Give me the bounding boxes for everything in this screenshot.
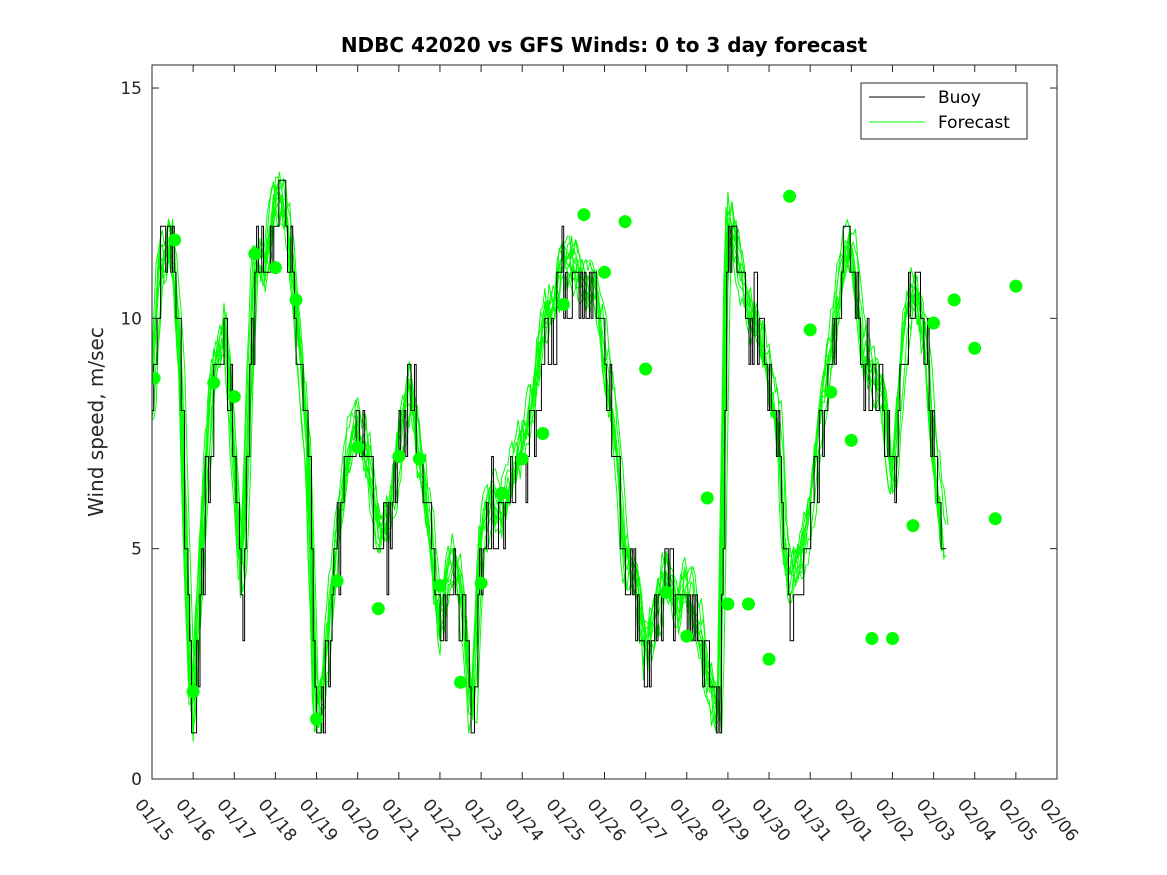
forecast-dot — [433, 579, 447, 592]
forecast-dot — [412, 452, 426, 466]
forecast-dot — [536, 427, 550, 440]
forecast-dot — [310, 712, 323, 726]
forecast-dot — [618, 215, 632, 229]
forecast-dot — [721, 597, 735, 611]
forecast-dot — [844, 433, 858, 447]
forecast-dot — [392, 450, 406, 463]
y-tick-label: 5 — [131, 540, 142, 560]
y-tick-label: 15 — [120, 79, 142, 99]
forecast-dot — [988, 512, 1002, 526]
forecast-dot — [742, 597, 755, 611]
forecast-dot — [886, 632, 899, 645]
forecast-dot — [351, 440, 365, 454]
chart-title: NDBC 42020 vs GFS Winds: 0 to 3 day fore… — [341, 33, 868, 57]
forecast-dot — [1009, 279, 1023, 293]
series-layer — [152, 171, 1023, 742]
legend-buoy-label: Buoy — [938, 88, 981, 108]
y-tick-label: 10 — [120, 309, 142, 329]
forecast-dot — [824, 385, 838, 399]
forecast-dot — [659, 585, 673, 599]
forecast-dot — [906, 519, 920, 533]
forecast-dot — [783, 189, 797, 203]
forecast-dot — [639, 362, 653, 376]
legend: Buoy Forecast — [860, 82, 1028, 140]
y-axis-label: Wind speed, m/sec — [84, 327, 108, 517]
forecast-dot — [168, 233, 182, 247]
forecast-dot — [803, 323, 817, 337]
forecast-dot — [968, 341, 982, 355]
legend-box — [860, 82, 1028, 140]
forecast-dot — [268, 261, 282, 275]
y-axis: 0 5 10 15 — [120, 79, 1057, 790]
forecast-dot — [289, 293, 303, 307]
forecast-line — [152, 191, 945, 736]
forecast-dot — [865, 632, 879, 645]
forecast-dot — [152, 371, 161, 385]
forecast-dot — [227, 390, 241, 404]
forecast-dot — [680, 629, 694, 643]
forecast-dot — [762, 652, 776, 666]
forecast-dot — [330, 574, 344, 588]
forecast-dot — [556, 298, 570, 311]
forecast-dot — [186, 685, 200, 698]
forecast-dot — [474, 576, 488, 590]
buoy-line — [152, 179, 947, 734]
forecast-line — [152, 191, 945, 711]
forecast-dot — [927, 316, 941, 330]
forecast-dot — [598, 265, 611, 279]
forecast-dot — [700, 491, 714, 505]
forecast-dot — [454, 675, 467, 689]
forecast-dot — [515, 452, 529, 466]
forecast-dot — [495, 486, 509, 500]
forecast-dot — [207, 376, 221, 390]
forecast-dot — [947, 293, 961, 307]
y-tick-label: 0 — [131, 770, 142, 790]
forecast-dot — [248, 247, 262, 261]
forecast-line — [152, 186, 945, 733]
forecast-line — [152, 176, 947, 728]
legend-forecast-label: Forecast — [938, 113, 1010, 133]
forecast-dot — [371, 602, 385, 616]
forecast-dot — [577, 208, 591, 222]
